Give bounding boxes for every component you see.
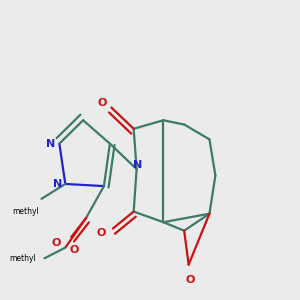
Text: O: O [98,98,107,108]
Text: O: O [185,274,195,284]
Text: methyl: methyl [12,207,39,216]
Text: N: N [53,179,62,189]
Text: O: O [96,228,106,238]
Text: O: O [52,238,61,248]
Text: N: N [134,160,143,170]
Text: methyl: methyl [9,254,36,263]
Text: O: O [70,245,79,255]
Text: N: N [46,139,55,148]
